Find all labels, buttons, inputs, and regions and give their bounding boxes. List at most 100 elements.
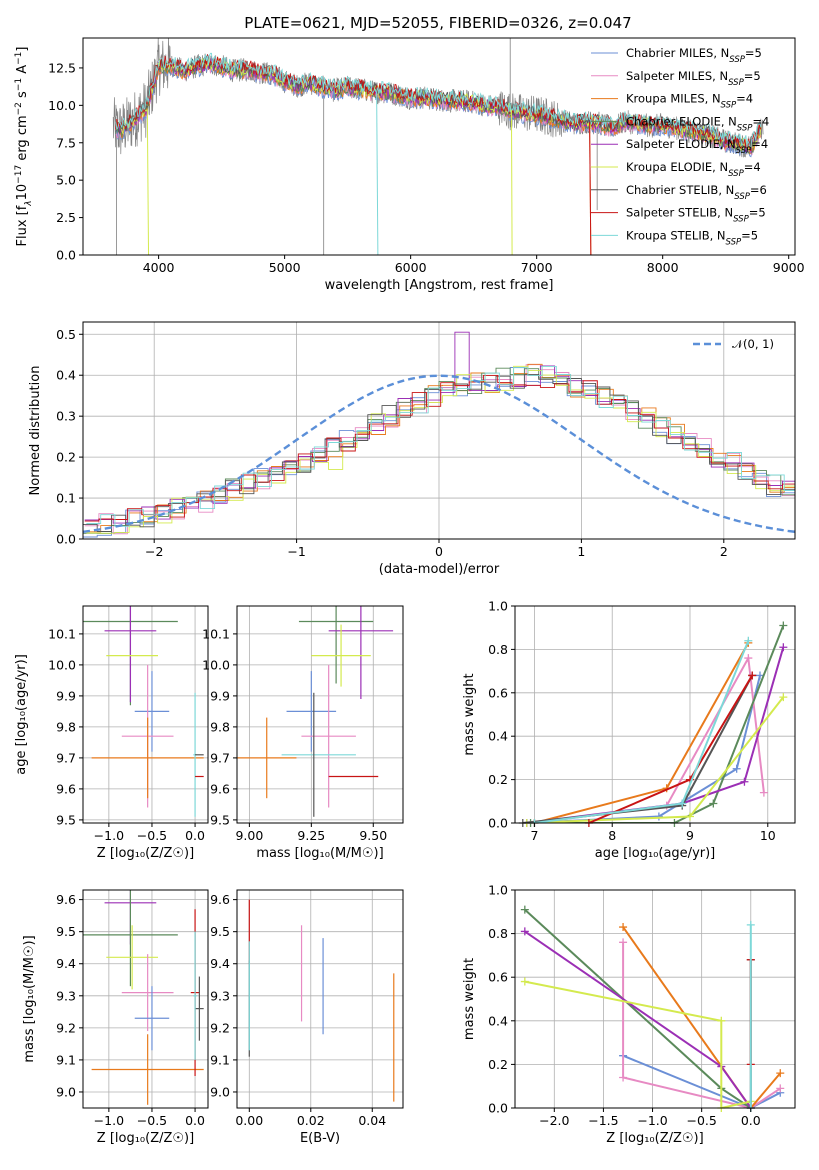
legend-label-part: SSP: [726, 237, 742, 247]
age_vs_Z-chart: −1.0 −0.5 0.0 9.5 9.6 9.7 9.8 9.9 10.0 10.1 Z [log…: [14, 605, 209, 861]
legend-label-part: =4: [736, 92, 753, 106]
legend-label: Salpeter MILES, NSSP=5: [626, 69, 761, 88]
mass_vs_Z-ytick-label: 9.1: [56, 1052, 76, 1067]
legend-label-part: Kroupa MILES, N: [626, 92, 721, 106]
age_vs_mass-ytick-label: 9.9: [210, 688, 230, 703]
legend-label-part: SSP: [728, 78, 744, 88]
spectrum-ylabel-part: Flux [f: [15, 205, 30, 246]
legend-label-part: =5: [749, 206, 766, 220]
legend-label: Chabrier MILES, NSSP=5: [626, 46, 762, 65]
legend-label-part: =5: [741, 228, 758, 242]
spectrum-ylabel-part: erg cm: [15, 115, 30, 164]
spectrum-xtick-label: 8000: [647, 260, 679, 275]
mass_vs_EBV-ytick-label: 9.0: [210, 1084, 230, 1099]
massweight_vs_age-series-line: [588, 674, 754, 823]
massweight_vs_age-ytick-label: 0.0: [488, 816, 508, 831]
spectrum-ytick-label: 0.0: [56, 248, 76, 263]
age_vs_Z-xtick-label: 0.0: [185, 828, 205, 843]
age_vs_Z-ytick-label: 9.8: [56, 719, 76, 734]
residuals-ylabel: Normed distribution: [28, 366, 43, 496]
age_vs_Z-xtick-label: −1.0: [94, 828, 124, 843]
massweight_vs_Z-ylabel: mass weight: [462, 958, 477, 1040]
massweight_vs_Z-marker: [520, 927, 529, 936]
massweight_vs_Z-series-line: [622, 1054, 781, 1108]
legend-label-part: =4: [752, 114, 769, 128]
massweight_vs_Z-xtick-label: −1.0: [637, 1113, 667, 1128]
massweight_vs_Z-series-line: [622, 942, 781, 1108]
legend-label: Salpeter STELIB, NSSP=5: [626, 206, 766, 225]
mass_vs_EBV-ytick-label: 9.1: [210, 1052, 230, 1067]
mass_vs_Z-xtick-label: −0.5: [137, 1113, 167, 1128]
spectrum-model-line: [115, 52, 762, 150]
spectrum-ylabel-part: A: [15, 65, 30, 78]
mass_vs_EBV-xtick-label: 0.00: [235, 1113, 263, 1128]
massweight_vs_Z-ytick-label: 0.0: [488, 1101, 508, 1116]
legend-label-part: Salpeter ELODIE, N: [626, 137, 736, 151]
spectrum-xtick-label: 9000: [773, 260, 805, 275]
age_vs_mass-xtick-label: 9.50: [359, 828, 387, 843]
massweight_vs_age-xtick-label: 8: [608, 828, 616, 843]
legend-label-part: =4: [744, 160, 761, 174]
mass_vs_EBV-xlabel: E(B-V): [300, 1131, 340, 1146]
spectrum-ylabel-part: λ: [24, 200, 34, 206]
mass_vs_EBV-frame: [236, 889, 404, 1109]
spectrum-ylabel-part: −2: [14, 102, 24, 115]
massweight_vs_age-frame: [514, 605, 796, 824]
legend-label-part: =5: [745, 46, 762, 60]
legend-label-part: Chabrier ELODIE, N: [626, 114, 737, 128]
residuals-xlabel: (data-model)/error: [379, 562, 500, 577]
mass_vs_EBV-xtick-label: 0.02: [297, 1113, 325, 1128]
age_vs_Z-ytick-label: 10.0: [48, 657, 76, 672]
mass_vs_Z-ytick-label: 9.0: [56, 1084, 76, 1099]
legend-label-part: Salpeter MILES, N: [626, 69, 728, 83]
spectrum-model-dip: [146, 104, 150, 255]
age_vs_mass-xtick-label: 9.25: [297, 828, 325, 843]
massweight_vs_Z-xtick-label: 0.0: [741, 1113, 761, 1128]
massweight_vs_age-marker: [759, 788, 768, 797]
age_vs_mass-ytick-label: 10.1: [202, 626, 230, 641]
residuals-xtick-label: 1: [577, 544, 585, 559]
massweight_vs_age-xtick-label: 7: [530, 828, 538, 843]
massweight_vs_age-ytick-label: 1.0: [488, 599, 508, 614]
mass_vs_EBV-ytick-label: 9.6: [210, 892, 230, 907]
figure-title: PLATE=0621, MJD=52055, FIBERID=0326, z=0…: [244, 14, 631, 32]
spectrum-model-dip: [589, 122, 592, 255]
massweight_vs_Z-marker: [520, 977, 529, 986]
residuals-ytick-label: 0.0: [56, 532, 76, 547]
residuals-ytick-label: 0.4: [56, 368, 76, 383]
age_vs_mass-ytick-label: 9.6: [210, 781, 230, 796]
spectrum-ylabel-part: −17: [14, 165, 24, 184]
massweight_vs_Z-ytick-label: 0.8: [488, 926, 508, 941]
massweight_vs_age-marker: [744, 654, 753, 663]
massweight_vs_Z-xtick-label: −1.5: [588, 1113, 618, 1128]
massweight_vs_age-marker: [779, 621, 788, 630]
spectrum-chart: 4000 5000 6000 7000 8000 9000 0.0 2.5 5.0 7.5 10.0…: [14, 37, 805, 293]
massweight_vs_age-series-line: [526, 696, 785, 823]
mass_vs_EBV-xtick-label: 0.04: [358, 1113, 386, 1128]
massweight_vs_Z-chart: −2.0 −1.5 −1.0 −0.5 0.0 0.0 0.2 0.4 0.6 0.8 1.0 Z […: [462, 883, 796, 1146]
massweight_vs_age-ylabel: mass weight: [462, 673, 477, 755]
legend-label-part: Salpeter STELIB, N: [626, 206, 733, 220]
massweight_vs_age-series-line: [534, 654, 765, 823]
massweight_vs_age-ytick-label: 0.6: [488, 685, 508, 700]
age_vs_mass-frame: [236, 605, 404, 824]
massweight_vs_age-marker: [732, 764, 741, 773]
massweight_vs_age-marker: [740, 777, 749, 786]
spectrum-xtick-label: 4000: [143, 260, 175, 275]
massweight_vs_Z-marker: [619, 923, 628, 932]
age_vs_mass-ytick-label: 9.8: [210, 719, 230, 734]
mass_vs_EBV-ytick-label: 9.4: [210, 956, 230, 971]
massweight_vs_age-ytick-label: 0.4: [488, 729, 508, 744]
spectrum-ytick-label: 12.5: [48, 60, 76, 75]
residuals-xtick-label: −2: [145, 544, 163, 559]
massweight_vs_Z-marker: [619, 1073, 628, 1082]
mass_vs_Z-xtick-label: −1.0: [94, 1113, 124, 1128]
massweight_vs_Z-ytick-label: 0.4: [488, 1013, 508, 1028]
spectrum-ytick-label: 7.5: [56, 135, 76, 150]
residuals-xtick-label: 0: [435, 544, 443, 559]
residuals-chart: −2 −1 0 1 2 0.0 0.1 0.2 0.3 0.4 0.5 (data-model)/er…: [28, 321, 796, 577]
massweight_vs_age-ytick-label: 0.8: [488, 642, 508, 657]
age_vs_mass-ytick-label: 9.7: [210, 750, 230, 765]
massweight_vs_age-marker: [709, 799, 718, 808]
massweight_vs_Z-series-line: [524, 980, 752, 1108]
